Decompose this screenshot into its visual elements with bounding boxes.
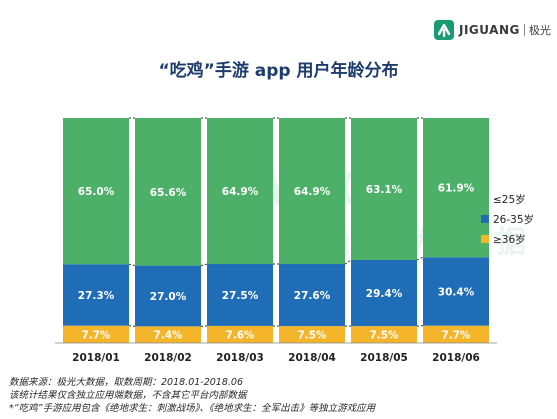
data-label: 7.6%	[225, 329, 255, 341]
bar-2018-03-seg-2	[207, 118, 273, 265]
bar-2018-06-seg-0	[423, 325, 489, 343]
stacked-bar-chart: JIGUANG极光大数据7.7%27.3%65.0%2018/017.4%27.…	[55, 117, 534, 364]
footnote-source: 数据来源：极光大数据，取数周期：2018.01-2018.06	[9, 377, 243, 388]
legend-swatch	[481, 235, 489, 243]
legend-swatch	[481, 215, 489, 223]
connector-line	[128, 325, 136, 327]
bar-2018-05-seg-2	[351, 118, 417, 260]
bar-2018-03-seg-0	[207, 325, 273, 343]
brand-name: JIGUANG	[459, 23, 520, 37]
data-label: 7.5%	[369, 330, 399, 342]
footnotes: 数据来源：极光大数据，取数周期：2018.01-2018.06 该统计结果仅含独…	[9, 376, 375, 415]
legend-label: ≤25岁	[493, 193, 526, 206]
data-label: 27.3%	[78, 290, 115, 302]
footnote-definition: *“吃鸡”手游应用包含《绝地求生：刺激战场》、《绝地求生：全军出击》等独立游戏应…	[9, 403, 376, 414]
connector-line	[416, 256, 424, 261]
bar-2018-04-seg-2	[279, 118, 345, 265]
data-label: 27.0%	[150, 291, 187, 303]
x-tick-label: 2018/06	[432, 352, 480, 364]
data-label: 65.6%	[150, 187, 187, 199]
legend-swatch	[481, 195, 489, 203]
data-label: 7.4%	[153, 330, 183, 342]
bar-2018-06-seg-1	[423, 257, 489, 326]
data-label: 7.7%	[441, 329, 471, 341]
bar-2018-02-seg-2	[135, 118, 201, 266]
x-tick-label: 2018/05	[360, 352, 408, 364]
data-label: 63.1%	[366, 184, 403, 196]
bar-2018-05-seg-1	[351, 259, 417, 327]
data-label: 7.5%	[297, 330, 327, 342]
bar-2018-06-seg-2	[423, 118, 489, 258]
brand-logo: JIGUANG 极光	[433, 18, 551, 42]
data-label: 65.0%	[78, 186, 115, 198]
x-tick-label: 2018/04	[288, 352, 336, 364]
bar-2018-01-seg-1	[63, 264, 129, 326]
x-tick-label: 2018/01	[72, 352, 120, 364]
bar-2018-01-seg-2	[63, 118, 129, 265]
x-tick-label: 2018/03	[216, 352, 264, 364]
connector-line	[344, 259, 352, 265]
data-label: 29.4%	[366, 288, 403, 300]
bar-2018-04-seg-1	[279, 264, 345, 327]
data-label: 30.4%	[438, 286, 475, 298]
data-label: 7.7%	[81, 329, 111, 341]
bar-2018-02-seg-1	[135, 265, 201, 327]
bar-2018-02-seg-0	[135, 326, 201, 343]
bar-2018-05-seg-0	[351, 326, 417, 343]
connector-line	[128, 263, 136, 267]
chart-title: “吃鸡”手游 app 用户年龄分布	[158, 61, 399, 81]
brand-name-cn: 极光	[528, 24, 551, 37]
footnote-scope: 该统计结果仅含独立应用端数据，不含其它平台内部数据	[9, 390, 247, 401]
legend-label: 26-35岁	[493, 213, 534, 226]
data-label: 27.6%	[294, 290, 331, 302]
x-tick-label: 2018/02	[144, 352, 192, 364]
bar-2018-04-seg-0	[279, 326, 345, 343]
jiguang-logo-icon	[434, 20, 454, 40]
bar-2018-01-seg-0	[63, 325, 129, 343]
data-label: 64.9%	[294, 186, 331, 198]
brand-divider	[523, 24, 525, 36]
data-label: 64.9%	[222, 186, 259, 198]
connector-line	[200, 263, 208, 267]
data-label: 61.9%	[438, 183, 475, 195]
data-label: 27.5%	[222, 290, 259, 302]
legend-label: ≥36岁	[493, 233, 526, 246]
bar-2018-03-seg-1	[207, 264, 273, 326]
